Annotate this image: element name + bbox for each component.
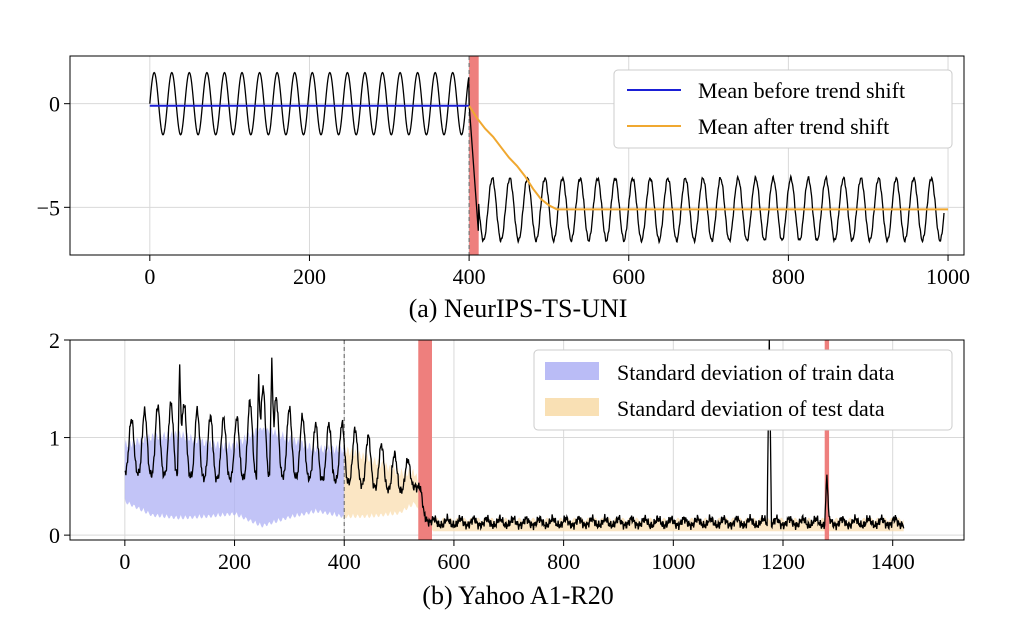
chart-panel-b: 0 200 400 600 800 1000 1200 1400 0 1 2 Standard de… bbox=[49, 328, 965, 610]
xtick-label-1400: 1400 bbox=[871, 549, 915, 574]
plot-frame-a bbox=[69, 55, 965, 256]
signal-line-a bbox=[149, 71, 945, 245]
mean-after-line bbox=[468, 105, 948, 211]
xtick-label-800: 800 bbox=[772, 264, 805, 289]
legend-label-train-std: Standard deviation of train data bbox=[617, 360, 895, 385]
plot-frame-b bbox=[69, 339, 965, 541]
ytick-label-0: 0 bbox=[49, 523, 60, 548]
xtick-label-600: 600 bbox=[612, 264, 645, 289]
xtick-label-0: 0 bbox=[144, 264, 155, 289]
highlight-bands-a bbox=[468, 56, 479, 255]
ticks-a: 0 200 400 600 800 1000 0 −5 bbox=[37, 92, 970, 289]
chart-panel-a: 0 200 400 600 800 1000 0 −5 Mean before trend s… bbox=[37, 55, 970, 323]
ticks-b: 0 200 400 600 800 1000 1200 1400 0 1 2 bbox=[49, 328, 915, 574]
xtick-label-400: 400 bbox=[453, 264, 486, 289]
xtick-label-200: 200 bbox=[218, 549, 251, 574]
legend-a: Mean before trend shift Mean after trend… bbox=[613, 69, 953, 149]
xtick-label-600: 600 bbox=[437, 549, 470, 574]
legend-box-b bbox=[533, 349, 953, 431]
xtick-label-1000: 1000 bbox=[651, 549, 695, 574]
xtick-label-1000: 1000 bbox=[926, 264, 970, 289]
legend-label-mean-before: Mean before trend shift bbox=[698, 78, 905, 103]
std-band-train bbox=[124, 427, 345, 528]
legend-b: Standard deviation of train data Standar… bbox=[533, 349, 953, 431]
anomaly-band-1 bbox=[469, 56, 479, 255]
ytick-label-1: −5 bbox=[37, 195, 60, 220]
caption-a: (a) NeurIPS-TS-UNI bbox=[409, 294, 628, 323]
signal-line-b bbox=[124, 339, 905, 531]
legend-label-test-std: Standard deviation of test data bbox=[617, 396, 885, 421]
xtick-label-800: 800 bbox=[547, 549, 580, 574]
legend-box-a bbox=[613, 69, 953, 149]
legend-label-mean-after: Mean after trend shift bbox=[698, 114, 889, 139]
ytick-label-1: 1 bbox=[49, 426, 60, 451]
legend-swatch-train-std bbox=[545, 362, 599, 380]
ytick-label-2: 2 bbox=[49, 328, 60, 353]
xtick-label-0: 0 bbox=[119, 549, 130, 574]
series-b bbox=[124, 339, 905, 531]
xtick-label-1200: 1200 bbox=[761, 549, 805, 574]
xtick-label-400: 400 bbox=[328, 549, 361, 574]
xtick-label-200: 200 bbox=[293, 264, 326, 289]
legend-swatch-test-std bbox=[545, 398, 599, 416]
caption-b: (b) Yahoo A1-R20 bbox=[422, 581, 613, 610]
anomaly-band-1 bbox=[418, 340, 432, 540]
series-a bbox=[149, 71, 948, 245]
ytick-label-0: 0 bbox=[49, 92, 60, 117]
anomaly-band-2 bbox=[824, 340, 830, 540]
